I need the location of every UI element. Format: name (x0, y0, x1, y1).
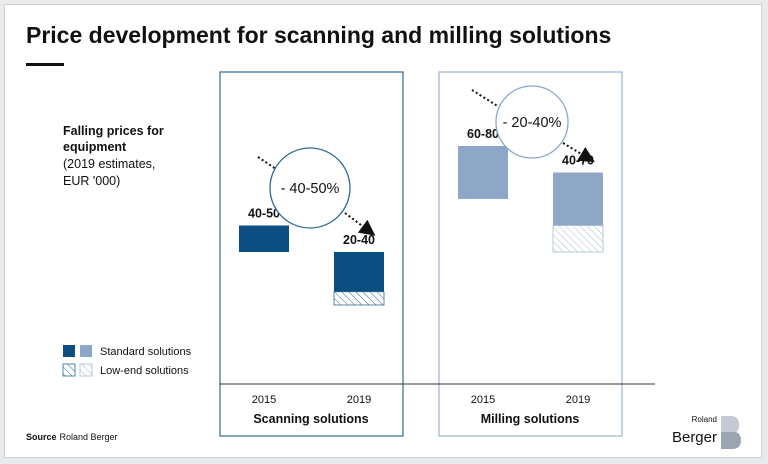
source-text: Roland Berger (60, 432, 118, 442)
data-label-milling-2015: 60-80 (467, 127, 499, 141)
group-label-scanning: Scanning solutions (253, 412, 368, 426)
legend-label-lowend: Low-end solutions (100, 365, 189, 377)
chart: Price development for scanning and milli… (26, 22, 741, 449)
legend-swatch-standard-scanning (63, 345, 75, 357)
bar-milling-2019 (553, 172, 603, 226)
source-note: Source Roland Berger (26, 432, 118, 442)
bar-scanning-2015 (239, 225, 289, 252)
panel-scanning (219, 71, 404, 437)
bar-scanning-2019-lowend (333, 291, 385, 306)
data-label-milling-2019: 40-70 (562, 154, 594, 168)
bar-scanning-2019 (334, 252, 384, 292)
panel-milling (438, 71, 623, 437)
tick-label-milling-2019: 2019 (566, 394, 590, 406)
data-label-scanning-2015: 40-50 (248, 207, 280, 221)
tick-label-scanning-2015: 2015 (252, 394, 276, 406)
side-label-line2: equipment (63, 140, 127, 154)
trend-arrow-head-milling (562, 142, 595, 163)
trend-arrow-tail-milling (471, 89, 500, 108)
tick-label-scanning-2019: 2019 (347, 394, 371, 406)
legend-label-standard: Standard solutions (100, 346, 192, 358)
logo-text-big: Berger (672, 429, 717, 446)
side-label-line3: (2019 estimates, (63, 157, 155, 171)
group-label-milling: Milling solutions (481, 412, 580, 426)
tick-label-milling-2015: 2015 (471, 394, 495, 406)
change-label-scanning: - 40-50% (281, 181, 340, 197)
legend-swatch-standard-milling (80, 345, 92, 357)
legend-swatch-lowend-scanning (62, 363, 76, 377)
chart-title: Price development for scanning and milli… (26, 22, 611, 48)
bar-milling-2019-lowend (552, 225, 604, 253)
change-circle-milling (495, 85, 569, 159)
source-prefix: Source (26, 432, 57, 442)
legend-swatch-lowend-milling (79, 363, 93, 377)
trend-arrow-head-scanning (344, 212, 376, 236)
logo-mark (721, 416, 741, 449)
change-label-milling: - 20-40% (503, 115, 562, 131)
title-underline (26, 63, 64, 66)
side-label-line1: Falling prices for (63, 124, 164, 138)
change-circle-scanning (269, 147, 351, 229)
chart-card: Price development for scanning and milli… (4, 4, 762, 458)
bar-milling-2015 (458, 146, 508, 199)
side-label-line4: EUR '000) (63, 174, 120, 188)
data-label-scanning-2019: 20-40 (343, 233, 375, 247)
logo-text-small: Roland (692, 415, 717, 424)
